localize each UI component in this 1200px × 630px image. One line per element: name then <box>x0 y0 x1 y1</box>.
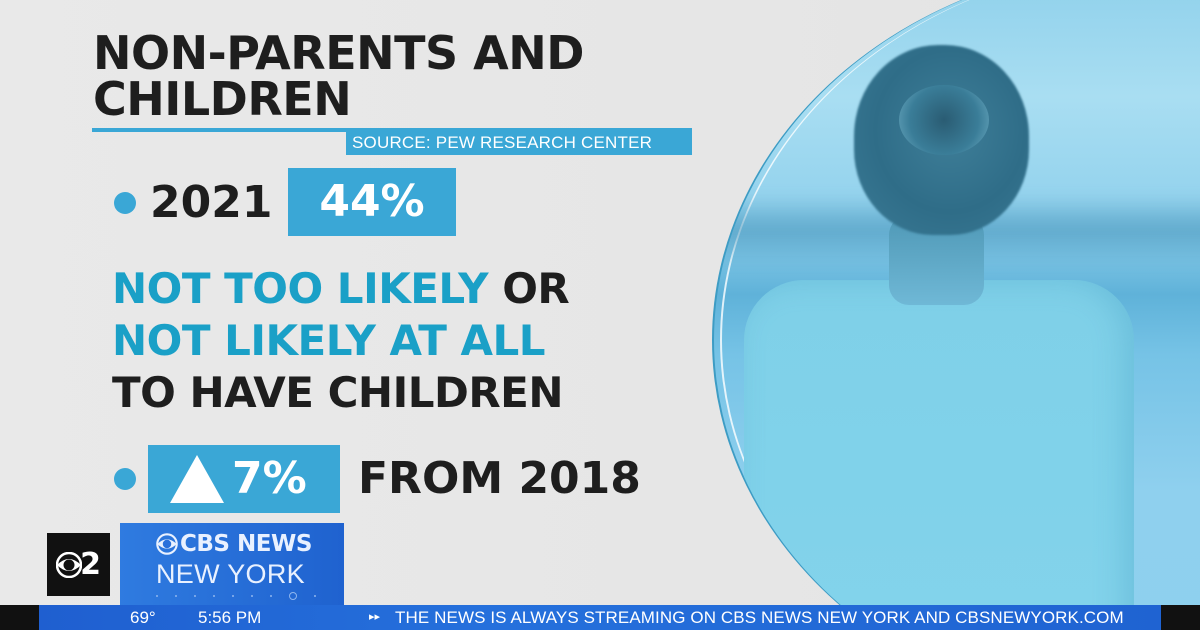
background-photo <box>712 0 1200 630</box>
bullet-icon <box>114 468 136 490</box>
change-label: FROM 2018 <box>358 453 641 504</box>
source-label: SOURCE: PEW RESEARCH CENTER <box>346 131 692 155</box>
statement-connector: OR <box>488 264 570 313</box>
ticker-bar: 69° 5:56 PM ▸▸ THE NEWS IS ALWAYS STREAM… <box>39 605 1161 630</box>
cbs2-logo: 2 <box>47 533 110 596</box>
title-underline <box>92 128 692 132</box>
cbs-eye-icon <box>56 551 83 578</box>
brand-network-text: CBS NEWS <box>180 531 312 557</box>
cbs-eye-icon <box>156 533 178 555</box>
statement-line-2: NOT LIKELY AT ALL <box>112 316 546 365</box>
graphic-title: NON-PARENTS AND CHILDREN <box>93 30 584 122</box>
statement-line-1: NOT TOO LIKELY OR <box>112 263 570 315</box>
fast-forward-icon: ▸▸ <box>369 611 381 623</box>
ticker-time: 5:56 PM <box>198 608 262 627</box>
brand-market: NEW YORK <box>156 559 305 589</box>
bullet-icon <box>114 192 136 214</box>
photo-person-body <box>744 280 1134 630</box>
news-ticker: 69° 5:56 PM ▸▸ THE NEWS IS ALWAYS STREAM… <box>0 605 1200 630</box>
title-line-1: NON-PARENTS AND <box>93 26 584 80</box>
stat-percentage-badge: 44% <box>288 168 456 236</box>
photo-hair-bun <box>899 85 989 155</box>
title-line-2: CHILDREN <box>93 72 352 126</box>
brand-dots <box>156 591 316 601</box>
cbs-news-new-york-bug: CBS NEWS NEW YORK <box>120 523 344 605</box>
statement-highlight-1: NOT TOO LIKELY <box>112 264 489 313</box>
change-badge: 7% <box>148 445 340 513</box>
brand-network: CBS NEWS <box>156 530 312 558</box>
up-triangle-icon <box>170 455 224 503</box>
channel-number: 2 <box>80 546 101 582</box>
statement-line-3: TO HAVE CHILDREN <box>112 368 564 417</box>
change-value: 7% <box>232 453 307 504</box>
photo-frame-ring <box>720 0 1200 630</box>
ticker-temperature: 69° <box>130 608 156 627</box>
stat-year: 2021 <box>150 177 273 228</box>
ticker-crawl: THE NEWS IS ALWAYS STREAMING ON CBS NEWS… <box>395 608 1124 627</box>
